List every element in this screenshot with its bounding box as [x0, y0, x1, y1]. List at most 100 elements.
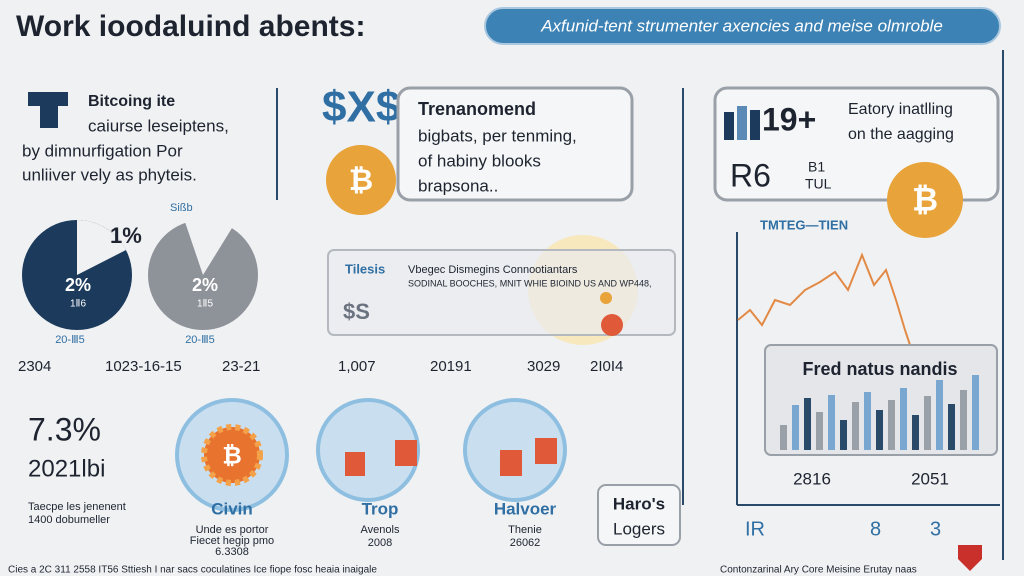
bar [972, 375, 979, 450]
card-title: Trenanomend [418, 99, 536, 119]
banner-text: Axfunid-tent strumenter axencies and mei… [540, 16, 943, 35]
card [396, 86, 634, 202]
bar [816, 412, 823, 450]
tag-icon [535, 438, 557, 464]
bar [852, 402, 859, 450]
feature-line: 26062 [510, 537, 541, 549]
pie-label: Sißb [170, 202, 193, 214]
bar [960, 390, 967, 450]
feature-line: 6.3308 [215, 546, 249, 558]
shield-icon [958, 545, 982, 571]
stat-line: on the aagging [848, 126, 954, 143]
feature-title: Halvoer [494, 499, 557, 518]
axis-label: IR [745, 518, 765, 540]
coin [887, 162, 963, 238]
person [750, 110, 760, 140]
bar [948, 404, 955, 450]
sun-icon [201, 424, 263, 486]
date: 23-21 [222, 358, 260, 375]
logo-line: Logers [613, 519, 665, 538]
bars [780, 375, 979, 450]
bar [900, 388, 907, 450]
tag-icon [500, 450, 522, 476]
stat-code: R6 [730, 157, 771, 193]
person [737, 106, 747, 140]
pie-label: 2% [192, 275, 218, 295]
stat-count: 19+ [762, 101, 816, 137]
bar-box-title: Fred natus nandis [802, 359, 957, 379]
intro-line: unliiver vely as phyteis. [22, 165, 197, 184]
card-line: bigbats, per tenming, [418, 126, 577, 145]
bar [936, 380, 943, 450]
date: 20191 [430, 358, 472, 375]
footer-text: Cies a 2C 311 2558 IT56 Sttiesh I nar sa… [8, 565, 377, 576]
stat-code: B1 [808, 159, 825, 175]
bar [912, 415, 919, 450]
people-icon [724, 106, 760, 140]
feature-title: Civin [211, 499, 253, 518]
coin-symbol: ₿ [912, 181, 938, 217]
bar [888, 400, 895, 450]
notice-tag: Tilesis [345, 261, 385, 276]
bar-box-label: 2051 [911, 469, 949, 488]
feature-line: Thenie [508, 524, 542, 536]
date-row: 2304 1023-16-15 23-21 1,007 20191 3029 2… [18, 358, 623, 375]
highlight-year: 2021lbi [28, 455, 105, 482]
title: Work ioodaluind abents: [16, 10, 365, 43]
pie-label: 1Ⅱ5 [197, 299, 213, 310]
feature-line: Fiecet hegip pmo [190, 535, 274, 547]
pie-label: 1Ⅱ6 [70, 299, 86, 310]
dot [601, 314, 623, 336]
stat-line: Eatory inatlling [848, 101, 953, 118]
logo-line: Haro's [613, 494, 665, 513]
pie-slice [185, 219, 232, 275]
card-line: of habiny blooks [418, 151, 541, 170]
logo-box [597, 484, 681, 546]
bar [840, 420, 847, 450]
highlight-line: Taecpe les jenenent [28, 501, 126, 513]
coin [326, 145, 396, 215]
intro-line: by dimnurfigation Por [22, 141, 183, 160]
pie-slice [77, 219, 126, 275]
trend-line [737, 252, 916, 361]
date: 1,007 [338, 358, 376, 375]
coin-symbol: ₿ [222, 442, 242, 469]
bar [828, 395, 835, 450]
notice-line: Vbegec Dismegins Connootiantars [408, 264, 578, 276]
pie-label: 2% [65, 275, 91, 295]
icon [28, 92, 68, 128]
axis-label: 8 [870, 518, 881, 540]
bar [804, 398, 811, 450]
pie-label: 1% [110, 223, 142, 248]
date: 2304 [18, 358, 51, 375]
feature-title: Trop [362, 499, 399, 518]
pie-caption: 20-Ⅲ5 [185, 334, 215, 346]
bar [792, 405, 799, 450]
highlight-percent: 7.3% [28, 411, 101, 447]
card-line: brapsona.. [418, 176, 498, 195]
stat-code: TUL [805, 176, 832, 192]
chart-title: TMTEG—TIEN [760, 217, 848, 232]
feature-line: Unde es portor [196, 524, 269, 536]
bar [780, 425, 787, 450]
axis-label: 3 [930, 518, 941, 540]
tag-icon [345, 452, 365, 476]
banner [484, 7, 1001, 45]
intro-line: caiurse leseiptens, [88, 116, 229, 135]
notice-line: SODINAL BOOCHES, MNIT WHIE BIOIND US AND… [408, 278, 652, 288]
notice-icon: $S [343, 299, 370, 324]
feature-circle [316, 398, 420, 502]
tag-icon [395, 440, 417, 466]
date: 2I0I4 [590, 358, 623, 375]
bar-box-label: 2816 [793, 469, 831, 488]
footer-text: Contonzarinal Ary Core Meisine Erutay na… [720, 565, 917, 576]
bar [924, 396, 931, 450]
dot [600, 292, 612, 304]
feature-line: Avenols [361, 524, 400, 536]
bar [876, 410, 883, 450]
bar [864, 392, 871, 450]
person [724, 112, 734, 140]
date: 1023-16-15 [105, 358, 182, 375]
pie-caption: 20-Ⅲ5 [55, 334, 85, 346]
